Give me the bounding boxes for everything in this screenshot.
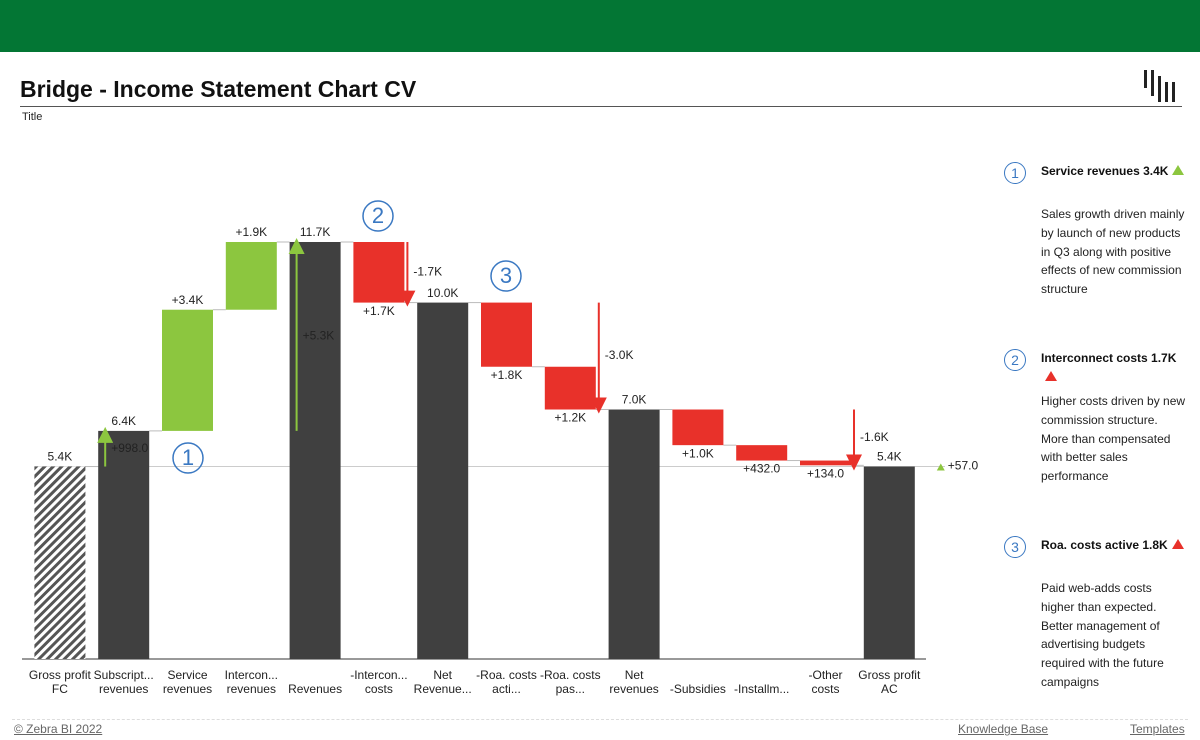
bar [736,445,788,461]
page-title: Bridge - Income Statement Chart CV [20,76,417,102]
footer-link[interactable]: Knowledge Base [958,722,1049,736]
x-tick-text: Subscript... revenues [93,668,154,696]
x-tick-text: -Subsidies [669,682,726,696]
x-tick-label: -Other costs [794,666,858,696]
value-label: +3.4K [172,293,204,307]
note-text: Sales growth driven mainly by launch of … [1041,207,1185,297]
callout-circle [490,260,522,292]
value-label: 10.0K [427,286,458,300]
x-tick-text: Service revenues [162,668,213,696]
callout-circle [362,200,394,232]
value-label: +1.8K [491,368,523,382]
note-title-text: Interconnect costs 1.7K [1041,351,1177,365]
value-label: +1.2K [554,411,586,425]
bar [417,302,469,659]
note-title: Roa. costs active 1.8K [1041,536,1191,555]
value-label: 11.7K [300,225,330,239]
delta-label: -3.0K [605,348,634,362]
delta-label: +998.0 [111,441,148,455]
bar [544,366,596,410]
delta-label: +5.3K [303,329,335,343]
x-tick-label: -Roa. costs acti... [475,666,539,696]
value-label: +1.7K [363,304,395,318]
bar [353,242,405,303]
callout-circle [172,442,204,474]
copyright[interactable]: © Zebra BI 2022 [14,722,103,736]
x-tick-text: Gross profit AC [858,668,921,696]
x-tick-text: Net Revenue... [413,668,472,696]
subtitle: Title [22,111,43,123]
bar [34,466,86,659]
bar [863,466,915,659]
bar [481,302,532,367]
value-label: +134.0 [807,466,844,480]
note-title-text: Service revenues 3.4K [1041,164,1169,178]
note-circle: 2 [1004,349,1026,371]
x-tick-text: Intercon... revenues [224,668,278,696]
top-bar [0,0,1200,52]
x-tick-label: Subscript... revenues [92,666,156,696]
x-tick-label: Intercon... revenues [219,666,283,696]
x-tick-text: -Intercon... costs [350,668,408,696]
x-tick-label: -Subsidies [666,666,730,696]
x-tick-text: -Other costs [808,668,843,696]
bar [162,309,213,431]
x-tick-text: -Installm... [734,682,790,696]
bar [225,242,277,310]
x-tick-label: Service revenues [156,666,220,696]
delta-label: +57.0 [948,459,979,473]
x-tick-label: Net Revenue... [411,666,475,696]
logo [1144,70,1175,102]
bar [672,409,724,446]
x-tick-label: -Installm... [730,666,794,696]
note-circle: 1 [1004,162,1026,184]
callout-number: 2 [372,203,384,228]
footer-rule [12,719,1188,720]
x-tick-text: Revenues [288,682,343,696]
callout-number: 1 [182,445,194,470]
x-tick-label: Net revenues [602,666,666,696]
bar [800,460,851,466]
delta-label: -1.7K [413,264,442,278]
note-title: Service revenues 3.4K [1041,162,1191,181]
x-tick-text: Net revenues [609,668,659,696]
value-label: +1.0K [682,446,714,460]
x-tick-text: -Roa. costs acti... [476,668,537,696]
value-label: 5.4K [48,450,73,464]
value-label: 7.0K [622,393,647,407]
delta-label: -1.6K [860,430,889,444]
x-tick-text: Gross profit FC [28,668,91,696]
trend-icon [1172,165,1185,175]
note-title-text: Roa. costs active 1.8K [1041,538,1168,552]
value-label: +1.9K [235,225,267,239]
bar [289,242,341,659]
x-tick-label: Gross profit FC [28,666,92,696]
trend-icon [1045,371,1057,381]
value-label: 6.4K [111,414,136,428]
callout-number: 3 [500,263,512,288]
delta-triangle [936,463,945,471]
note-title: Interconnect costs 1.7K [1041,349,1191,387]
value-label: +432.0 [743,462,780,476]
note-text: Higher costs driven by new commission st… [1041,394,1186,484]
bar [608,409,660,659]
value-label: 5.4K [877,450,902,464]
title-rule [20,106,1182,107]
bar [98,430,150,659]
chart: 5.4K 6.4K +3.4K +1.9K 11.7K +1.7K 10.0K +1.8K +1… [22,200,979,660]
trend-icon [1171,539,1184,549]
x-tick-label: Revenues [283,666,347,696]
footer-link[interactable]: Templates [1130,722,1185,736]
x-tick-text: -Roa. costs pas... [539,668,601,696]
note-circle: 3 [1004,536,1026,558]
x-tick-label: -Intercon... costs [347,666,411,696]
note-text: Paid web-adds costs higher than expected… [1041,581,1164,689]
x-tick-label: -Roa. costs pas... [538,666,602,696]
x-tick-label: Gross profit AC [857,666,921,696]
